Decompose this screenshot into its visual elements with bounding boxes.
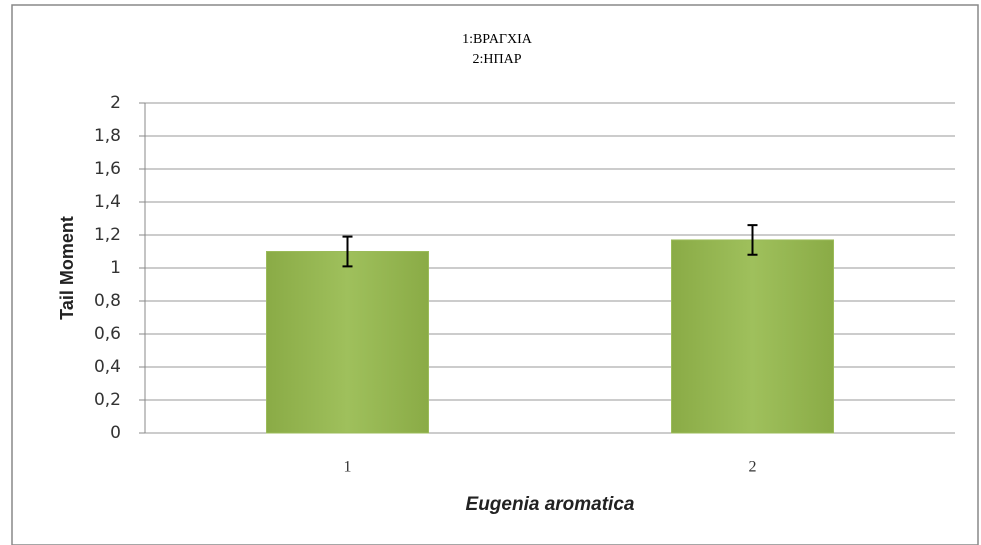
- y-tick-label: 0,6: [94, 324, 121, 344]
- error-bar: [747, 224, 758, 256]
- chart-title: 2:ΗΠΑΡ: [472, 52, 521, 67]
- x-tick-label: 2: [749, 459, 757, 476]
- y-tick-label: 1,2: [94, 225, 121, 245]
- y-axis-label: Tail Moment: [57, 216, 77, 320]
- y-tick-label: 1,8: [94, 126, 121, 146]
- y-tick-label: 0,4: [94, 357, 121, 377]
- y-tick-label: 1,6: [94, 159, 121, 179]
- y-tick-label: 1: [110, 258, 121, 278]
- chart-title: 1:ΒΡΑΓΧΙΑ: [462, 32, 533, 47]
- error-bar: [342, 235, 353, 268]
- x-tick-label: 1: [344, 459, 352, 476]
- y-tick-label: 0: [110, 423, 121, 443]
- y-tick-label: 2: [110, 93, 121, 113]
- y-tick-label: 0,8: [94, 291, 121, 311]
- bar: [671, 239, 834, 434]
- y-tick-label: 0,2: [94, 390, 121, 410]
- bar: [266, 251, 429, 434]
- y-tick-label: 1,4: [94, 192, 121, 212]
- x-axis-label: Eugenia aromatica: [466, 494, 635, 515]
